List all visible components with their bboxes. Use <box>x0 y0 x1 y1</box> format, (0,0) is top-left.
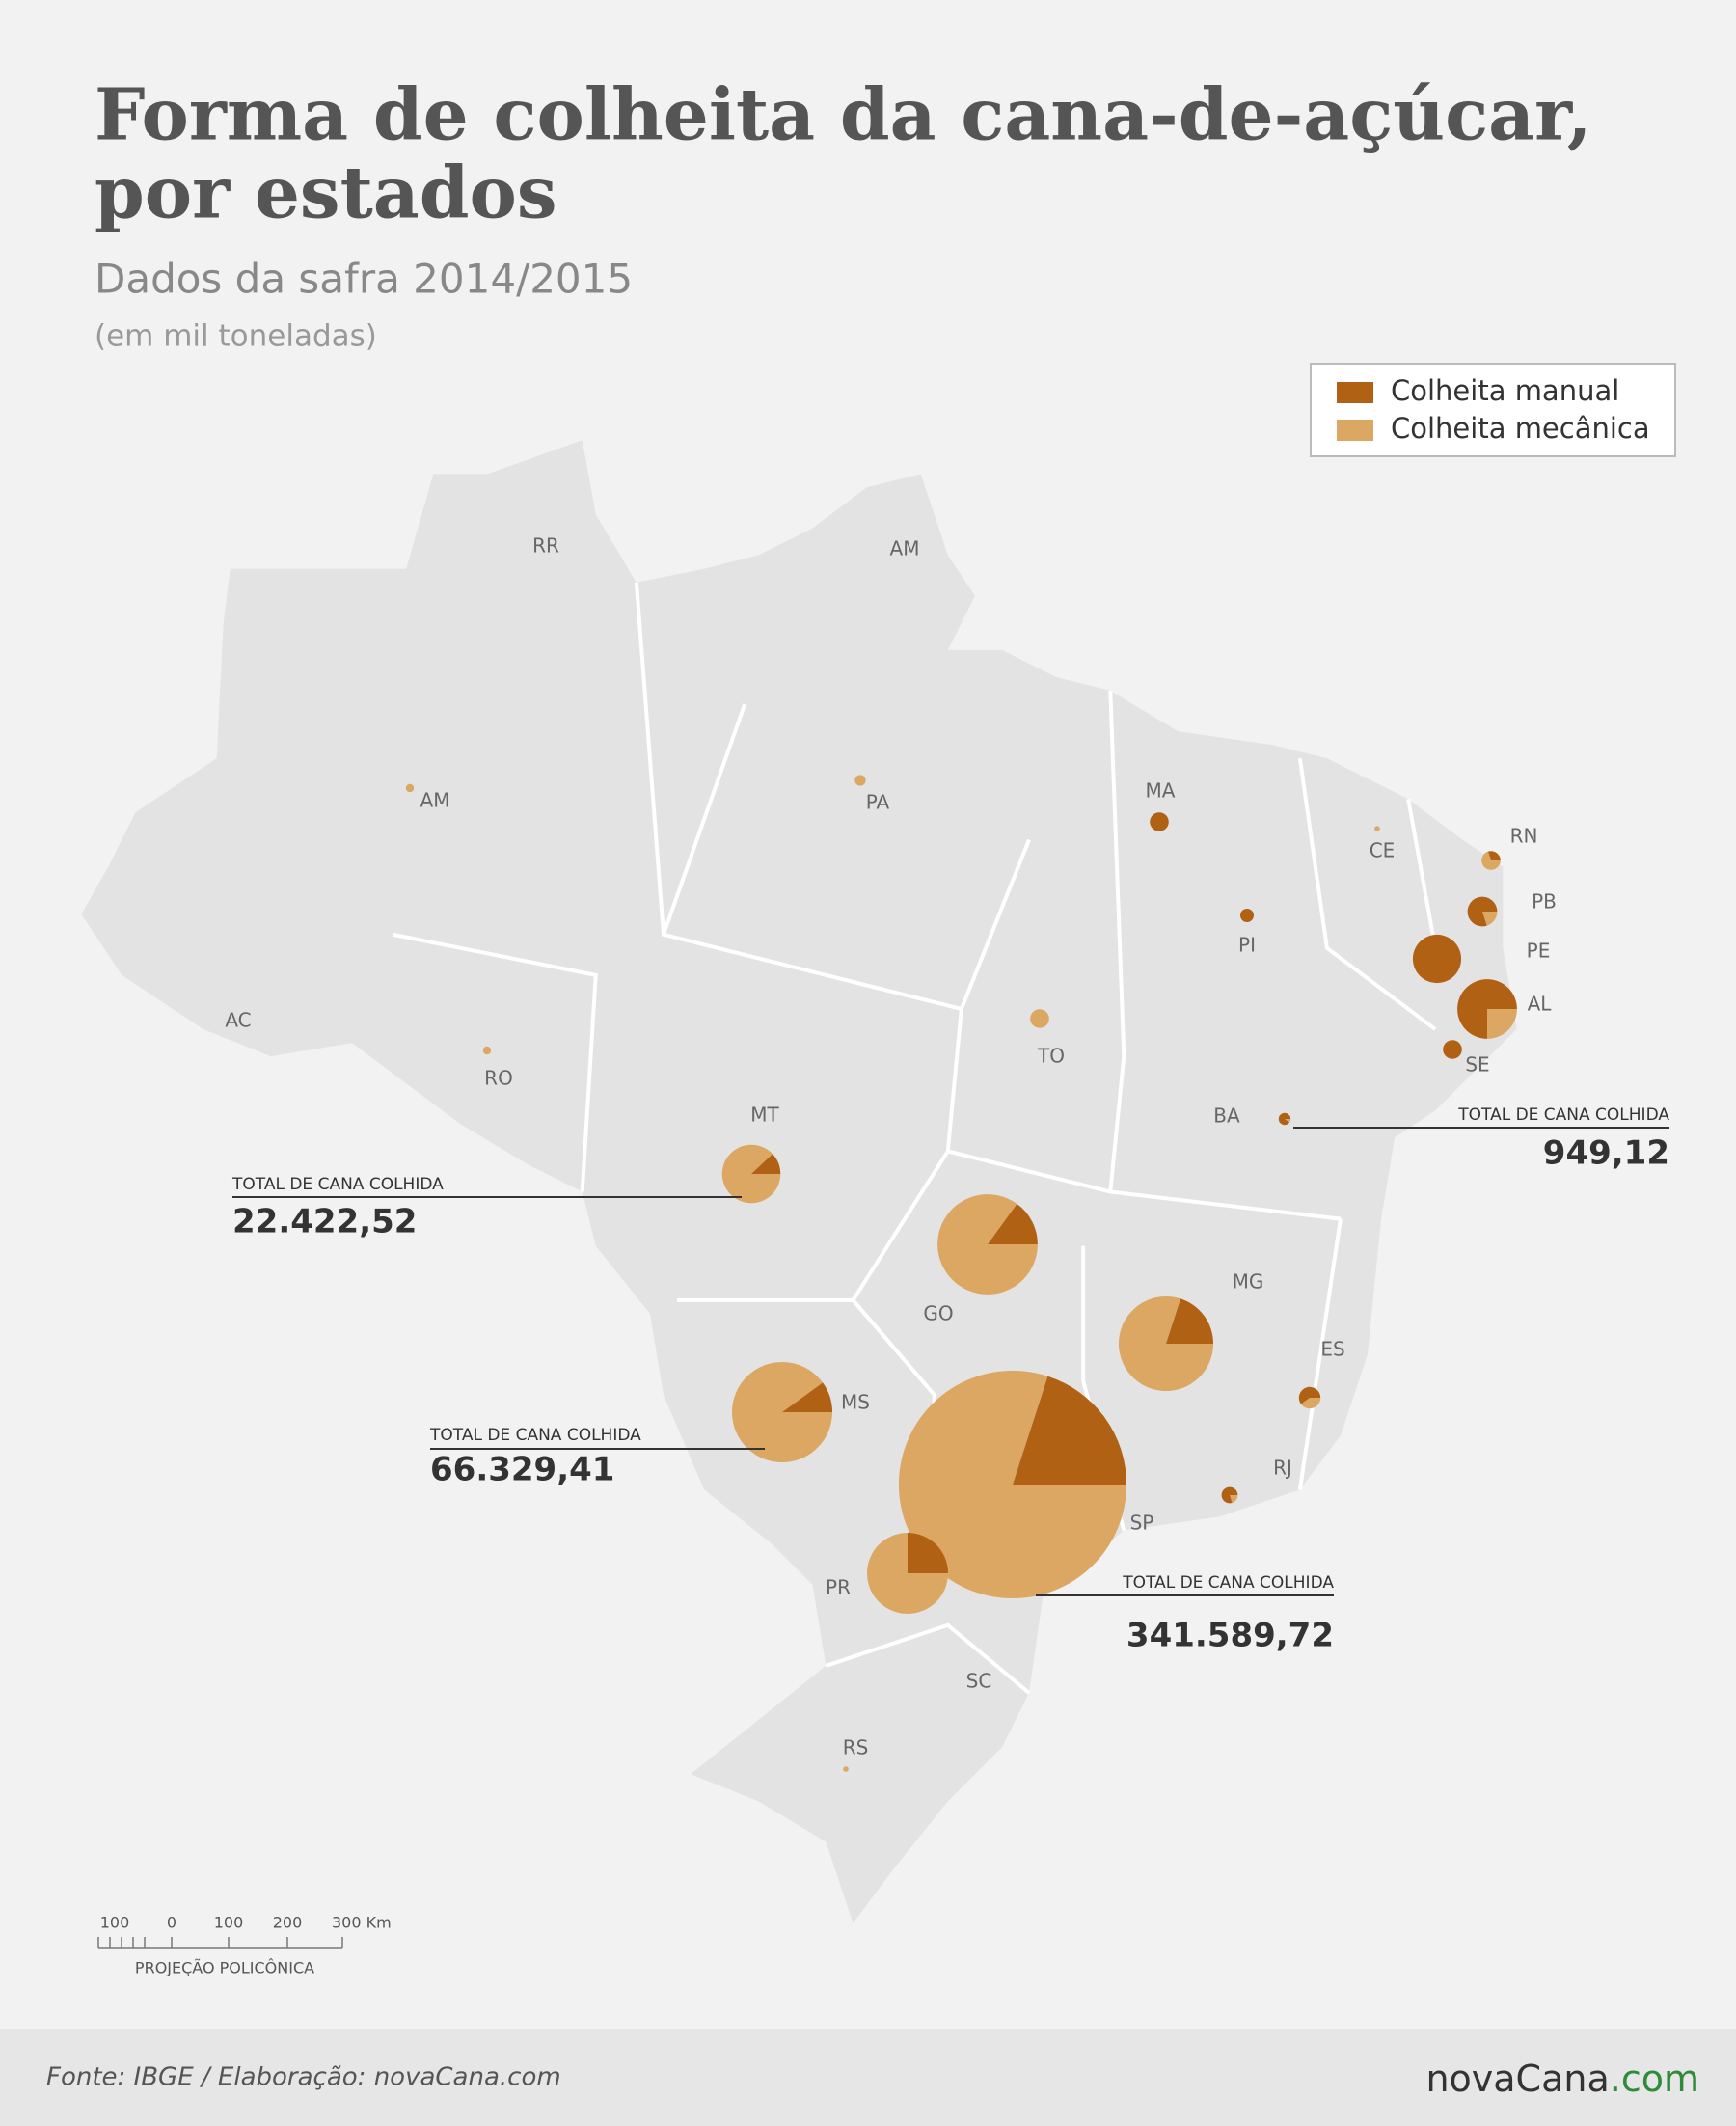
scale-label: 200 <box>273 1914 303 1932</box>
state-border <box>1297 757 1437 1031</box>
footer-band <box>0 2029 1736 2126</box>
state-border <box>1406 799 1438 949</box>
state-border <box>851 838 1031 1301</box>
state-label: SE <box>1465 1053 1489 1077</box>
state-label: RN <box>1510 825 1538 848</box>
callout-value: 341.589,72 <box>1126 1617 1334 1655</box>
state-label: GO <box>923 1302 953 1325</box>
pie-mechanical <box>1030 1009 1049 1028</box>
pie-manual <box>1487 851 1501 860</box>
pie-mechanical <box>1285 1119 1291 1123</box>
pie-mechanical <box>482 1046 492 1055</box>
pie-manual <box>1150 812 1169 831</box>
pie-mechanical <box>1300 1398 1321 1409</box>
scale-label: 0 <box>167 1914 176 1932</box>
pie-mechanical <box>1230 1495 1238 1503</box>
state-border <box>392 932 598 1192</box>
pie-manual <box>1221 1486 1238 1504</box>
state-border <box>947 1149 1342 1221</box>
state-label: RO <box>484 1067 513 1090</box>
title-line: por estados <box>95 152 556 235</box>
callout-caption: TOTAL DE CANA COLHIDA <box>1457 1105 1669 1125</box>
unit-note: (em mil toneladas) <box>95 319 377 354</box>
state-label: MT <box>750 1104 779 1127</box>
state-label: RS <box>843 1736 869 1759</box>
state-label: PR <box>826 1576 851 1599</box>
state-border <box>662 703 747 936</box>
pie-mechanical <box>1374 826 1380 831</box>
state-border <box>1108 690 1126 1192</box>
pie-mechanical <box>1482 912 1498 926</box>
state-label: MS <box>841 1391 870 1414</box>
pie-manual <box>1457 979 1517 1039</box>
state-label: MA <box>1146 779 1176 803</box>
pie-manual <box>1412 934 1462 984</box>
pie-mechanical <box>843 1766 849 1772</box>
callout-value: 66.329,41 <box>430 1451 614 1489</box>
projection-label: PROJEÇÃO POLICÔNICA <box>135 1959 314 1977</box>
legend-label: Colheita mecânica <box>1391 412 1650 445</box>
state-label: SP <box>1130 1512 1154 1535</box>
state-label: ES <box>1320 1338 1344 1361</box>
pie-mechanical <box>854 775 866 786</box>
pie-manual <box>1298 1386 1321 1404</box>
state-label: PE <box>1527 940 1551 963</box>
state-label: MG <box>1233 1270 1264 1294</box>
pie-manual <box>908 1533 948 1573</box>
state-label: RJ <box>1273 1457 1292 1480</box>
title-line: Forma de colheita da cana-de-açúcar, <box>95 74 1591 157</box>
pie-manual <box>1443 1040 1462 1059</box>
pie-manual <box>1013 1376 1127 1485</box>
state-label: AM <box>420 789 450 812</box>
scale-label: 100 <box>100 1914 130 1932</box>
callout-caption: TOTAL DE CANA COLHIDA <box>231 1175 444 1194</box>
legend-swatch <box>1337 382 1373 403</box>
state-label: RR <box>532 534 559 558</box>
state-label: AL <box>1528 993 1553 1016</box>
pie-manual <box>751 1154 781 1174</box>
legend-label: Colheita manual <box>1391 374 1619 407</box>
legend-swatch <box>1337 420 1373 441</box>
callout-value: 949,12 <box>1543 1134 1669 1173</box>
subtitle: Dados da safra 2014/2015 <box>95 256 633 303</box>
map <box>81 440 1517 1923</box>
callout-value: 22.422,52 <box>232 1203 417 1241</box>
pie-manual <box>1240 909 1254 922</box>
pie-manual <box>782 1382 833 1412</box>
callout-caption: TOTAL DE CANA COLHIDA <box>429 1426 641 1445</box>
state-label: SC <box>966 1670 992 1693</box>
logo-suffix: .com <box>1610 2058 1699 2100</box>
state-label: PA <box>866 791 890 814</box>
scale-label: 300 Km <box>332 1914 392 1932</box>
pie-mechanical <box>937 1194 1038 1295</box>
pie-manual <box>988 1204 1038 1244</box>
state-border <box>1297 1218 1343 1490</box>
state-label: PB <box>1532 890 1557 913</box>
pie-mechanical <box>405 783 415 793</box>
state-label: CE <box>1370 839 1396 862</box>
state-border <box>825 1622 1031 1695</box>
state-label: PI <box>1238 934 1256 957</box>
logo: novaCana.com <box>1425 2058 1699 2100</box>
callout-caption: TOTAL DE CANA COLHIDA <box>1122 1573 1334 1593</box>
pie-manual <box>1166 1298 1214 1344</box>
pie-mechanical <box>1481 851 1501 870</box>
country-shape <box>81 440 1517 1923</box>
state-label: BA <box>1213 1104 1240 1128</box>
scale-label: 100 <box>214 1914 244 1932</box>
source: Fonte: IBGE / Elaboração: novaCana.com <box>46 2063 561 2092</box>
pie-manual <box>1467 896 1498 927</box>
state-label: AC <box>225 1009 251 1032</box>
pie-mechanical <box>1487 1009 1517 1039</box>
pie-manual <box>1278 1112 1291 1126</box>
state-label: TO <box>1037 1045 1065 1068</box>
logo-name: novaCana <box>1425 2058 1609 2100</box>
state-label: AM <box>890 537 920 560</box>
